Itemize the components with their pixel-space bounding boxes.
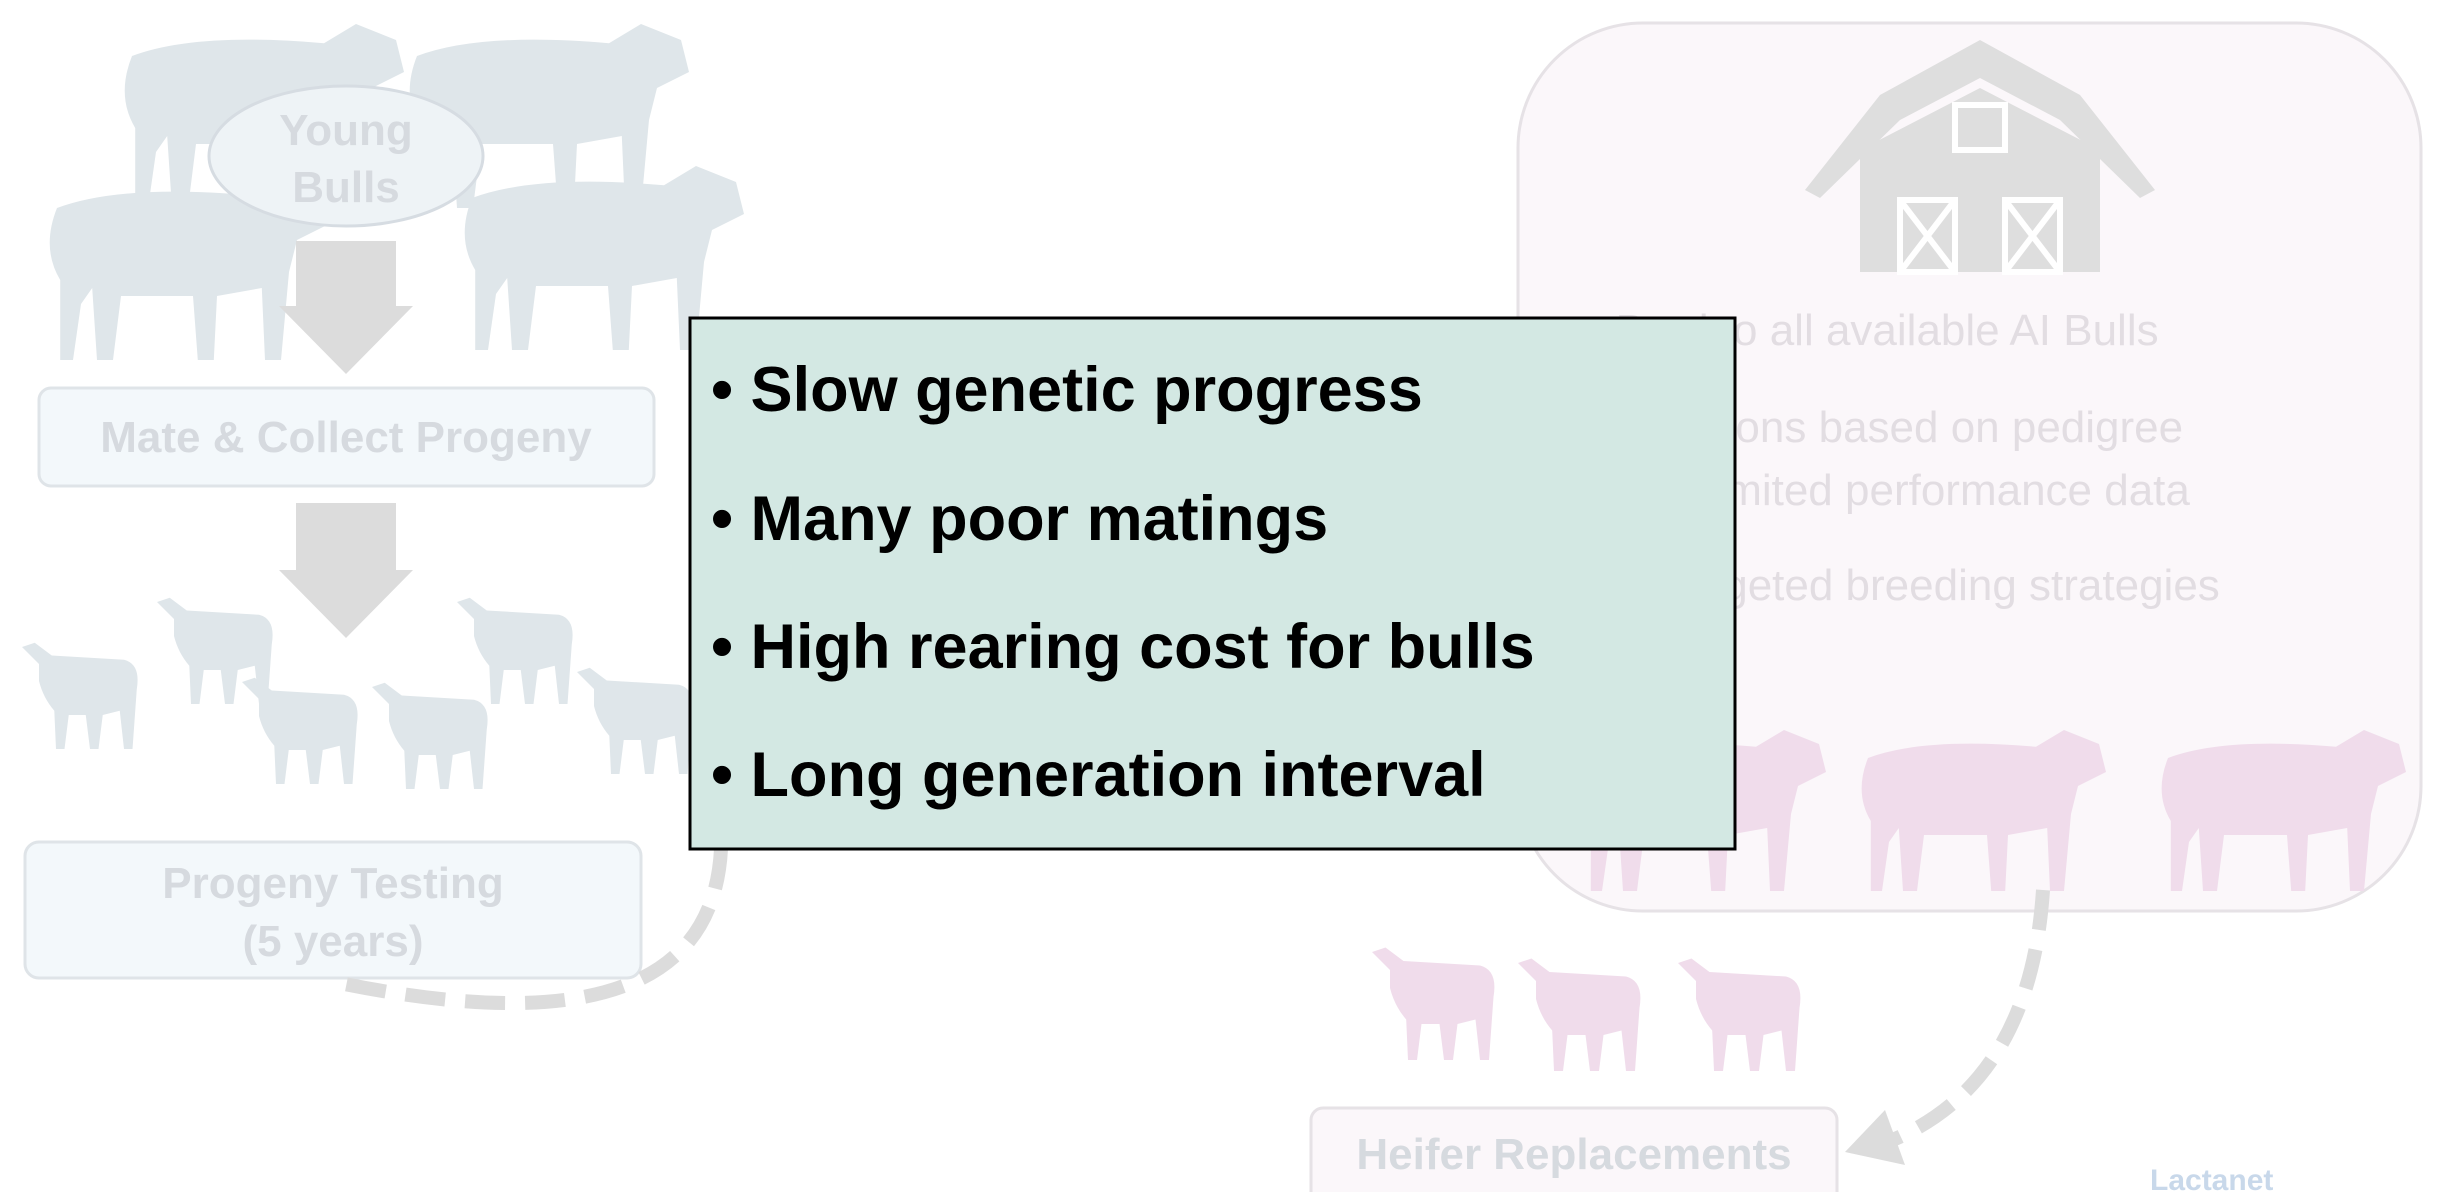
heifer	[1518, 959, 1640, 1072]
calf	[242, 678, 358, 784]
down-arrow	[279, 503, 413, 638]
mate-label: Mate & Collect Progeny	[100, 413, 592, 462]
slide: Young Bulls Mate & Collect Progeny Proge…	[0, 0, 2441, 1192]
heifer-label: Heifer Replacements	[1356, 1130, 1791, 1179]
progeny-label: Progeny Testing	[162, 859, 503, 908]
heifer-silhouettes	[1372, 948, 1800, 1072]
down-arrow	[279, 241, 413, 374]
overlay-bullet: • Many poor matings	[711, 484, 1328, 554]
calf	[577, 668, 693, 774]
page: {"left_flow":{"young_bulls":["Young","Bu…	[0, 0, 2441, 1192]
calf	[372, 683, 488, 789]
heifer	[1372, 948, 1494, 1061]
heifer	[1678, 959, 1800, 1072]
footer-logo: Lactanet	[2150, 1164, 2273, 1192]
calf	[22, 643, 138, 749]
overlay-bullet: • Slow genetic progress	[711, 355, 1423, 425]
dashed-connector	[1880, 890, 2043, 1145]
overlay-bullet: • Long generation interval	[711, 740, 1486, 810]
young-bulls-label: Bulls	[292, 163, 400, 212]
calf	[457, 598, 573, 704]
young-bulls-label: Young	[279, 106, 413, 155]
progeny-label: (5 years)	[242, 917, 423, 966]
overlay-bullet: • High rearing cost for bulls	[711, 612, 1535, 682]
